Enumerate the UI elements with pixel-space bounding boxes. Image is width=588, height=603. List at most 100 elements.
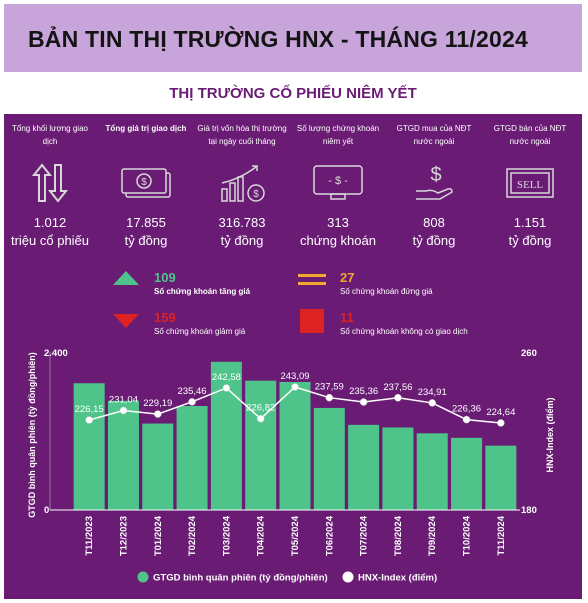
x-tick-label: T02/2024 bbox=[187, 515, 198, 556]
hnx-index-point bbox=[119, 406, 128, 415]
bar bbox=[73, 383, 105, 510]
monitor-dollar-icon: - $ - bbox=[292, 158, 384, 208]
metric-unit: tỷ đồng bbox=[220, 233, 264, 248]
data-label: 237,56 bbox=[383, 382, 412, 393]
data-label: 226,15 bbox=[75, 404, 104, 415]
metric-foreign-sell: GTGD bán của NĐT nước ngoài SELL 1.151 t… bbox=[484, 122, 576, 250]
y-axis-title-left: GTGD bình quân phiên (tỷ đồng/phiên) bbox=[27, 352, 37, 517]
sell-sign-icon: SELL bbox=[484, 158, 576, 208]
x-tick-label: T10/2024 bbox=[462, 515, 473, 556]
breadth-up-label: Số chứng khoán tăng giá bbox=[154, 287, 251, 296]
legend-marker-line bbox=[342, 571, 354, 583]
svg-text:$: $ bbox=[141, 177, 147, 188]
breadth-up: 109 Số chứng khoán tăng giá bbox=[154, 270, 250, 296]
svg-text:$: $ bbox=[430, 164, 441, 186]
x-tick-label: T06/2024 bbox=[324, 515, 335, 556]
hnx-index-point bbox=[222, 384, 231, 392]
legend-label-bars: GTGD bình quân phiên (tỷ đồng/phiên) bbox=[153, 573, 328, 584]
metric-unit: tỷ đồng bbox=[508, 233, 552, 248]
breadth-flat-label: Số chứng khoán đứng giá bbox=[340, 287, 433, 296]
breadth-flat: 27 Số chứng khoán đứng giá bbox=[340, 270, 433, 296]
data-label: 229,19 bbox=[143, 398, 172, 409]
bar bbox=[348, 424, 380, 510]
svg-text:- $ -: - $ - bbox=[328, 175, 348, 187]
bar bbox=[382, 427, 414, 510]
bar bbox=[210, 361, 242, 510]
x-tick-label: T08/2024 bbox=[393, 515, 404, 556]
metric-label: Số lượng chứng khoán niêm yết bbox=[296, 124, 380, 146]
metric-unit: triệu cổ phiếu bbox=[10, 233, 90, 248]
breadth-down-value: 159 bbox=[154, 310, 176, 325]
svg-text:$: $ bbox=[253, 189, 259, 200]
metric-unit: tỷ đồng bbox=[124, 233, 168, 248]
hnx-index-point bbox=[188, 398, 196, 406]
section-title: THỊ TRƯỜNG CỔ PHIẾU NIÊM YẾT bbox=[169, 85, 417, 102]
bar bbox=[245, 380, 277, 510]
bar bbox=[279, 381, 311, 510]
metric-label: Giá trị vốn hóa thị trường tại ngày cuối… bbox=[197, 124, 287, 146]
bar bbox=[451, 437, 483, 510]
data-label: 226,36 bbox=[452, 404, 481, 415]
data-label: 224,64 bbox=[486, 407, 515, 418]
y-tick-left-max: 2.400 bbox=[44, 348, 68, 359]
bar bbox=[485, 445, 517, 510]
data-label: 242,58 bbox=[212, 372, 241, 383]
data-label: 243,09 bbox=[280, 371, 309, 382]
hnx-index-point bbox=[256, 414, 265, 423]
triangle-up-icon bbox=[113, 271, 139, 290]
triangle-down-icon bbox=[113, 314, 139, 333]
metric-unit: tỷ đồng bbox=[412, 233, 456, 248]
metric-listed-count: Số lượng chứng khoán niêm yết - $ - 313 … bbox=[292, 122, 384, 250]
data-label: 234,91 bbox=[418, 387, 447, 398]
metric-label: Tổng giá trị giao dịch bbox=[105, 124, 187, 133]
metric-market-cap: Giá trị vốn hóa thị trường tại ngày cuối… bbox=[196, 122, 288, 250]
metric-foreign-buy: GTGD mua của NĐT nước ngoài $ 808 tỷ đồn… bbox=[388, 122, 480, 250]
metric-value: 1.151 bbox=[513, 215, 547, 230]
y-tick-left-min: 0 bbox=[44, 505, 49, 516]
metric-value-traded: Tổng giá trị giao dịch $ 17.855 tỷ đồng bbox=[100, 122, 192, 250]
metric-value: 313 bbox=[327, 215, 349, 230]
metric-label: GTGD bán của NĐT nước ngoài bbox=[493, 124, 567, 146]
metric-label: Tổng khối lượng giao dịch bbox=[12, 124, 88, 146]
breadth-down-label: Số chứng khoán giảm giá bbox=[154, 327, 246, 336]
data-label: 226,82 bbox=[246, 403, 275, 414]
metric-label: GTGD mua của NĐT nước ngoài bbox=[396, 124, 472, 146]
y-axis-title-right: HNX-Index (điểm) bbox=[545, 397, 555, 472]
y-tick-right-max: 260 bbox=[521, 348, 537, 359]
metric-value: 1.012 bbox=[33, 215, 67, 230]
breadth-down: 159 Số chứng khoán giảm giá bbox=[154, 310, 245, 336]
banknotes-icon: $ bbox=[100, 158, 192, 208]
page-title: BẢN TIN THỊ TRƯỜNG HNX - THÁNG 11/2024 bbox=[28, 26, 528, 52]
up-down-arrows-icon bbox=[4, 158, 96, 208]
x-tick-label: T12/2023 bbox=[118, 516, 129, 556]
x-tick-label: T07/2024 bbox=[359, 515, 370, 556]
data-label: 237,59 bbox=[315, 382, 344, 393]
x-tick-label: T04/2024 bbox=[256, 515, 267, 556]
hnx-index-point bbox=[359, 398, 368, 406]
breadth-none-label: Số chứng khoán không có giao dịch bbox=[340, 327, 468, 336]
main-panel: THỊ TRƯỜNG CỔ PHIẾU NIÊM YẾT Tổng khối l… bbox=[4, 76, 582, 599]
breadth-none-value: 11 bbox=[340, 310, 354, 325]
equals-icon bbox=[298, 273, 326, 292]
bar bbox=[416, 433, 448, 510]
breadth-up-value: 109 bbox=[154, 270, 176, 285]
hnx-index-point bbox=[85, 416, 93, 424]
hnx-index-point bbox=[325, 393, 334, 402]
hnx-index-point bbox=[428, 399, 436, 407]
hnx-index-point bbox=[497, 419, 505, 427]
x-tick-label: T05/2024 bbox=[290, 515, 301, 556]
bar bbox=[313, 407, 345, 510]
hnx-index-point bbox=[291, 383, 299, 391]
bar bbox=[107, 400, 139, 510]
growth-chart-coins-icon: $ bbox=[196, 158, 288, 208]
legend-marker-bars bbox=[137, 571, 149, 583]
breadth-flat-value: 27 bbox=[340, 270, 355, 285]
x-tick-label: T11/2023 bbox=[84, 516, 95, 556]
data-label: 235,46 bbox=[178, 386, 207, 397]
hnx-index-point bbox=[394, 394, 402, 402]
bar bbox=[142, 423, 174, 510]
x-tick-label: T11/2024 bbox=[496, 515, 507, 555]
breadth-none: 11 Số chứng khoán không có giao dịch bbox=[340, 310, 468, 336]
hnx-index-point bbox=[154, 410, 162, 418]
x-tick-label: T09/2024 bbox=[427, 515, 438, 556]
